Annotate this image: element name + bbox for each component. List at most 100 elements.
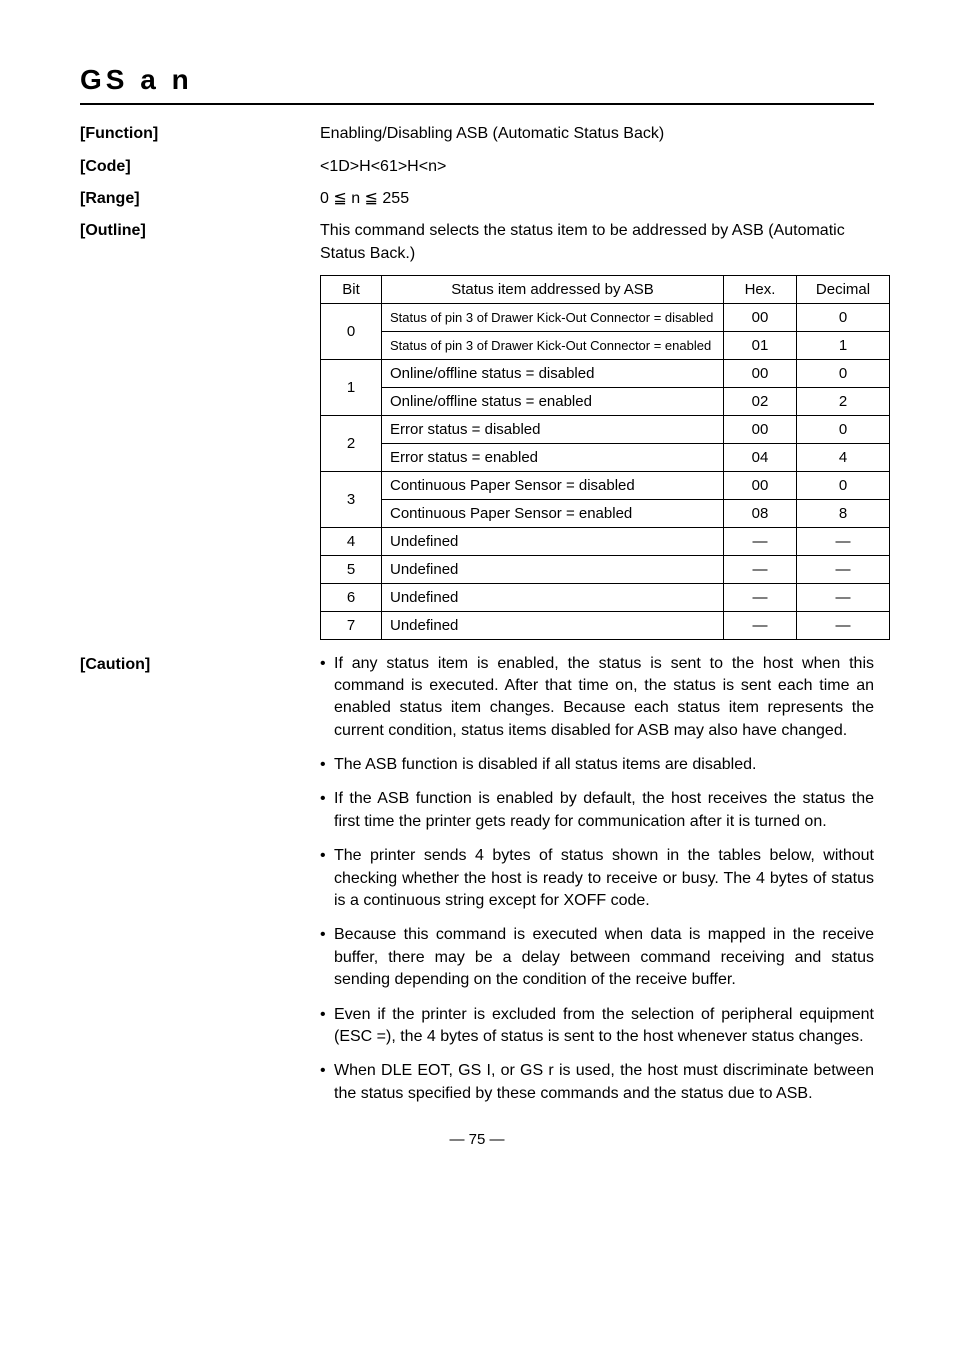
table-row: 2Error status = disabled000 (321, 416, 890, 444)
cell-hex: — (724, 612, 797, 640)
cell-hex: — (724, 584, 797, 612)
cell-dec: — (797, 556, 890, 584)
cell-status: Error status = disabled (382, 416, 724, 444)
table-row: Status of pin 3 of Drawer Kick-Out Conne… (321, 332, 890, 360)
caution-text: The printer sends 4 bytes of status show… (334, 845, 874, 912)
cell-dec: 4 (797, 444, 890, 472)
status-table-wrap: Bit Status item addressed by ASB Hex. De… (320, 275, 874, 640)
table-row: 4Undefined—— (321, 528, 890, 556)
cell-hex: 02 (724, 388, 797, 416)
caution-item: •Even if the printer is excluded from th… (320, 1004, 874, 1049)
caution-item: •The printer sends 4 bytes of status sho… (320, 845, 874, 912)
caution-text: If any status item is enabled, the statu… (334, 653, 874, 743)
header-hex: Hex. (724, 276, 797, 304)
page-number: — 75 — (80, 1129, 874, 1150)
table-row: Online/offline status = enabled022 (321, 388, 890, 416)
cell-hex: 04 (724, 444, 797, 472)
cell-bit: 4 (321, 528, 382, 556)
cell-status: Undefined (382, 556, 724, 584)
outline-value: This command selects the status item to … (320, 220, 874, 265)
cell-bit: 3 (321, 472, 382, 528)
bullet-dot: • (320, 845, 334, 912)
cell-status: Online/offline status = enabled (382, 388, 724, 416)
status-table: Bit Status item addressed by ASB Hex. De… (320, 275, 890, 640)
cell-hex: 00 (724, 472, 797, 500)
cell-hex: 00 (724, 360, 797, 388)
cell-dec: 0 (797, 416, 890, 444)
caution-label: [Caution] (80, 654, 280, 676)
range-value: 0 ≦ n ≦ 255 (320, 188, 874, 210)
caution-text: The ASB function is disabled if all stat… (334, 754, 874, 776)
cell-hex: 00 (724, 416, 797, 444)
header-bit: Bit (321, 276, 382, 304)
cell-bit: 0 (321, 304, 382, 360)
function-row: [Function] Enabling/Disabling ASB (Autom… (80, 123, 874, 145)
cell-dec: — (797, 612, 890, 640)
cell-status: Online/offline status = disabled (382, 360, 724, 388)
cell-bit: 7 (321, 612, 382, 640)
cell-dec: 0 (797, 472, 890, 500)
caution-item: •When DLE EOT, GS I, or GS r is used, th… (320, 1060, 874, 1105)
cell-hex: 00 (724, 304, 797, 332)
cell-dec: — (797, 528, 890, 556)
cell-status: Continuous Paper Sensor = disabled (382, 472, 724, 500)
caution-item: •If the ASB function is enabled by defau… (320, 788, 874, 833)
caution-item: •Because this command is executed when d… (320, 924, 874, 991)
range-row: [Range] 0 ≦ n ≦ 255 (80, 188, 874, 210)
caution-item: •The ASB function is disabled if all sta… (320, 754, 874, 776)
cell-dec: 1 (797, 332, 890, 360)
caution-text: When DLE EOT, GS I, or GS r is used, the… (334, 1060, 874, 1105)
caution-text: If the ASB function is enabled by defaul… (334, 788, 874, 833)
code-value: <1D>H<61>H<n> (320, 156, 874, 178)
bullet-dot: • (320, 754, 334, 776)
table-header-row: Bit Status item addressed by ASB Hex. De… (321, 276, 890, 304)
range-label: [Range] (80, 188, 280, 210)
divider (80, 103, 874, 105)
table-row: Error status = enabled044 (321, 444, 890, 472)
table-row: 5Undefined—— (321, 556, 890, 584)
cell-bit: 6 (321, 584, 382, 612)
cell-bit: 2 (321, 416, 382, 472)
code-row: [Code] <1D>H<61>H<n> (80, 156, 874, 178)
cell-dec: 0 (797, 304, 890, 332)
header-status: Status item addressed by ASB (382, 276, 724, 304)
caution-text: Even if the printer is excluded from the… (334, 1004, 874, 1049)
function-value: Enabling/Disabling ASB (Automatic Status… (320, 123, 874, 145)
cell-status: Undefined (382, 528, 724, 556)
cell-dec: 8 (797, 500, 890, 528)
function-label: [Function] (80, 123, 280, 145)
table-row: 0 Status of pin 3 of Drawer Kick-Out Conn… (321, 304, 890, 332)
cell-status: Undefined (382, 584, 724, 612)
bullet-dot: • (320, 1060, 334, 1105)
table-row: 7Undefined—— (321, 612, 890, 640)
outline-label: [Outline] (80, 220, 280, 242)
cell-hex: 01 (724, 332, 797, 360)
code-label: [Code] (80, 156, 280, 178)
cell-dec: 0 (797, 360, 890, 388)
outline-row: [Outline] This command selects the statu… (80, 220, 874, 265)
cell-bit: 5 (321, 556, 382, 584)
bullet-dot: • (320, 924, 334, 991)
cell-status: Undefined (382, 612, 724, 640)
cell-status: Error status = enabled (382, 444, 724, 472)
cell-dec: — (797, 584, 890, 612)
cell-hex: — (724, 528, 797, 556)
caution-list: •If any status item is enabled, the stat… (320, 653, 874, 1106)
command-title: GS a n (80, 60, 874, 99)
bullet-dot: • (320, 653, 334, 743)
cell-bit: 1 (321, 360, 382, 416)
cell-hex: 08 (724, 500, 797, 528)
cell-status: Continuous Paper Sensor = enabled (382, 500, 724, 528)
cell-dec: 2 (797, 388, 890, 416)
table-row: 1Online/offline status = disabled000 (321, 360, 890, 388)
bullet-dot: • (320, 1004, 334, 1049)
cell-status: Status of pin 3 of Drawer Kick-Out Conne… (382, 304, 724, 332)
bullet-dot: • (320, 788, 334, 833)
table-row: Continuous Paper Sensor = enabled088 (321, 500, 890, 528)
caution-item: •If any status item is enabled, the stat… (320, 653, 874, 743)
caution-text: Because this command is executed when da… (334, 924, 874, 991)
cell-status: Status of pin 3 of Drawer Kick-Out Conne… (382, 332, 724, 360)
header-dec: Decimal (797, 276, 890, 304)
table-row: 3Continuous Paper Sensor = disabled000 (321, 472, 890, 500)
table-row: 6Undefined—— (321, 584, 890, 612)
